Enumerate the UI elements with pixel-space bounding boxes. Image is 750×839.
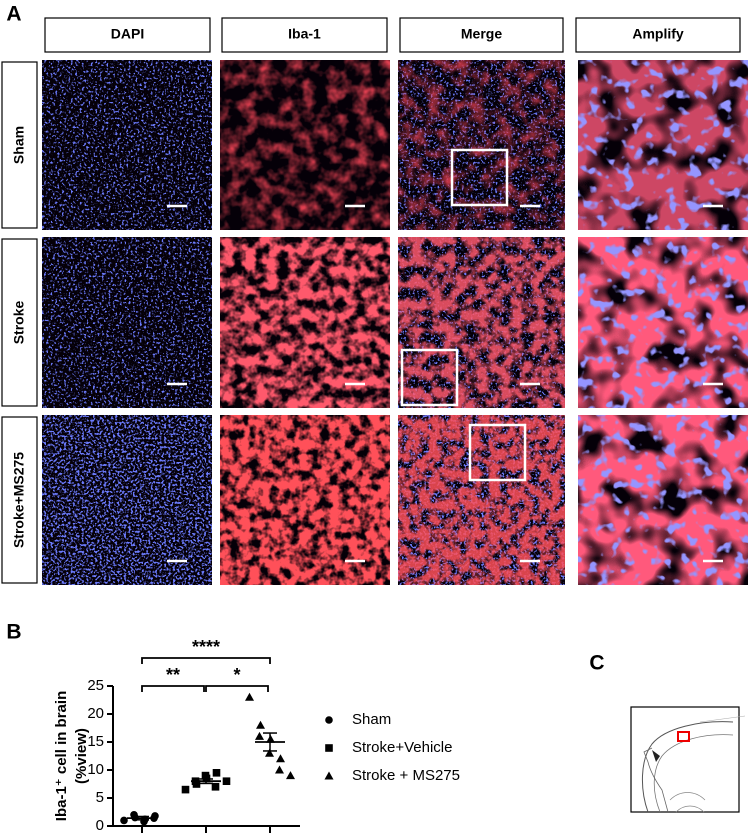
iba-signal — [220, 237, 390, 408]
data-point — [276, 754, 285, 763]
column-header-box — [221, 17, 388, 53]
significance-bracket — [141, 657, 271, 664]
data-point — [222, 777, 231, 785]
significance-label: ** — [166, 665, 180, 685]
dapi-signal — [42, 237, 212, 408]
row-header-box — [1, 238, 38, 407]
dapi-signal — [42, 415, 212, 585]
row-header: Stroke — [11, 301, 27, 345]
y-tick-label: 5 — [96, 789, 104, 806]
row-header-box — [1, 61, 38, 229]
brain-structure — [669, 792, 706, 813]
data-point — [265, 748, 274, 757]
column-header-box — [575, 17, 741, 53]
column-header: Amplify — [632, 26, 684, 42]
micrograph — [220, 237, 390, 408]
significance-bracket — [141, 685, 205, 692]
significance-label: **** — [192, 637, 220, 657]
ventricle — [643, 747, 669, 813]
brain-layer — [653, 734, 734, 813]
region-box — [677, 731, 690, 742]
micrograph-grid: DAPI Iba-1 Merge Amplify Sham Stroke Stroke+MS… — [1, 17, 748, 585]
micrograph — [578, 415, 748, 585]
dapi-signal — [42, 60, 212, 230]
row-header: Sham — [11, 126, 27, 164]
micrograph — [398, 237, 565, 408]
column-header-box — [399, 17, 564, 53]
y-tick-label: 25 — [87, 677, 104, 694]
iba-signal — [220, 415, 390, 585]
ventricle-fill — [652, 750, 660, 762]
y-axis-label: Iba-1⁺ cell in brain — [53, 691, 70, 821]
significance-bracket — [205, 685, 269, 692]
significance-label: * — [233, 665, 240, 685]
iba-signal — [398, 60, 565, 230]
panel-label: C — [589, 652, 604, 675]
y-tick-label: 10 — [87, 761, 104, 778]
legend-marker — [324, 771, 334, 780]
brain-diagram — [630, 706, 746, 813]
iba-signal — [398, 415, 565, 585]
data-point — [275, 765, 284, 774]
y-tick-label: 15 — [87, 733, 104, 750]
column-header: DAPI — [111, 26, 144, 42]
data-point — [286, 771, 295, 780]
micrograph — [42, 415, 212, 585]
micrograph — [578, 60, 748, 230]
y-tick-label: 20 — [87, 705, 104, 722]
dapi-signal — [578, 415, 748, 585]
data-point — [120, 816, 128, 825]
brain-outline — [641, 721, 734, 813]
legend-label: Stroke+Vehicle — [352, 739, 452, 756]
panel-label: B — [6, 621, 21, 644]
data-point — [255, 731, 264, 740]
column-header-box — [44, 17, 211, 53]
column-header: Merge — [461, 26, 502, 42]
y-tick-label: 0 — [96, 817, 104, 834]
micrograph — [42, 237, 212, 408]
legend-marker — [325, 744, 333, 752]
zoom-box — [450, 148, 509, 207]
data-point — [181, 785, 190, 794]
data-point — [201, 771, 210, 780]
micrograph — [578, 237, 748, 408]
y-axis-label: (%view) — [73, 728, 90, 784]
micrograph — [220, 415, 390, 585]
data-point — [211, 783, 220, 791]
dapi-signal — [578, 60, 748, 230]
micrograph — [398, 60, 565, 230]
row-header-box — [1, 416, 38, 584]
legend-label: Stroke + MS275 — [352, 767, 460, 784]
iba-signal — [220, 60, 390, 230]
diagram-frame — [630, 706, 740, 813]
dapi-signal — [578, 237, 748, 408]
brain-line — [699, 715, 746, 723]
zoom-box — [468, 423, 527, 482]
data-point — [245, 692, 254, 701]
zoom-box — [400, 348, 459, 407]
panel-label: A — [6, 3, 21, 26]
data-point — [256, 720, 265, 729]
micrograph — [42, 60, 212, 230]
legend-label: Sham — [352, 711, 391, 728]
micrograph — [220, 60, 390, 230]
micrograph — [398, 415, 565, 585]
iba-signal — [398, 237, 565, 408]
row-header: Stroke+MS275 — [11, 452, 27, 548]
column-header: Iba-1 — [288, 26, 321, 42]
data-point — [212, 769, 221, 777]
legend-marker — [325, 716, 333, 724]
